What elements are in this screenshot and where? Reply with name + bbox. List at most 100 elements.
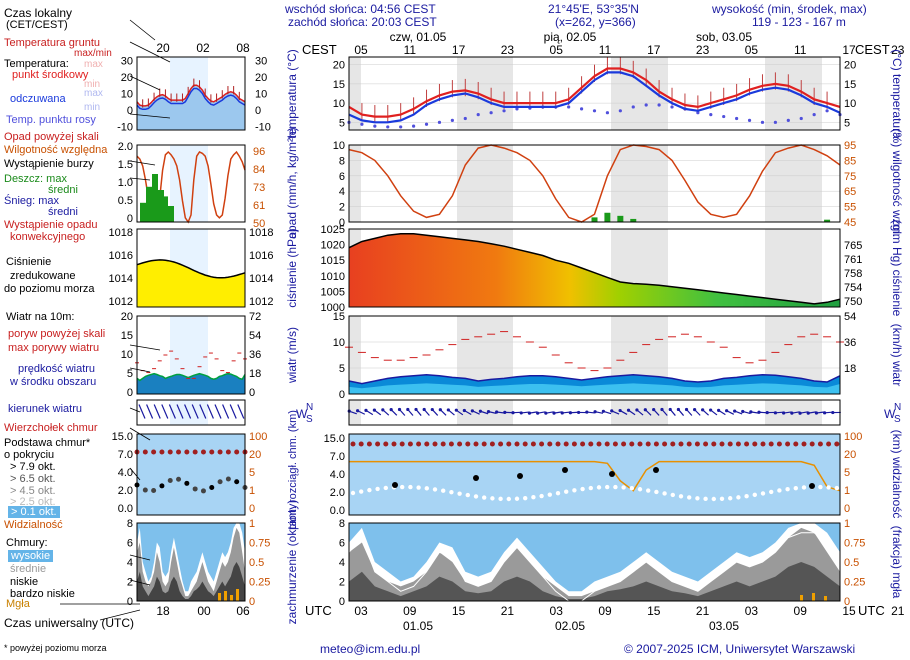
- mini-temp-tick-left-10: 10: [121, 89, 133, 101]
- cloud-base-dot-37: [654, 489, 659, 495]
- pressure-tick-right-0: 765: [844, 240, 862, 252]
- legend-pointer-11: [129, 554, 151, 561]
- legend-pointer-7: [129, 367, 151, 373]
- legend-cloud-vlow: bardzo niskie: [10, 588, 75, 600]
- dew-point-20: [605, 111, 610, 115]
- mini-cloud-base-6: [184, 480, 190, 486]
- wind-arrowhead-4: [381, 408, 385, 412]
- rain-bar-22: [630, 218, 637, 222]
- dew-point-4: [399, 125, 403, 129]
- mini-temp-area: [137, 85, 245, 130]
- temp-tick-left-15: 15: [333, 79, 345, 91]
- cloud-base-dot-2: [367, 487, 372, 493]
- compass-s-right: S: [894, 414, 901, 425]
- humidity-tick-right-85: 85: [844, 155, 856, 167]
- wind-ylabel-right: (km/h) wiatr: [890, 324, 904, 387]
- cloud-top-dot-49: [752, 441, 758, 447]
- mini-humidity-tick-3: 61: [253, 200, 265, 212]
- mini-cloudbase-left-4: 0.0: [118, 503, 133, 515]
- legend-pointer-3: [129, 113, 171, 119]
- mini-cloud-base-10: [217, 479, 223, 485]
- wind-arrowhead-40: [676, 407, 681, 412]
- pressure-tick-left-1005: 1005: [321, 286, 345, 298]
- legend-snow-mid: średni: [48, 206, 78, 218]
- legend-temp-mid: punkt środkowy: [12, 69, 89, 81]
- mini-cloud-low: [137, 562, 245, 601]
- wind-arrowhead-2: [364, 408, 368, 412]
- dew-point-22: [631, 105, 635, 109]
- cloud-top-dot-16: [481, 441, 487, 447]
- mini-temp-tick-left-0: 0: [127, 105, 133, 117]
- cloud-base-dot-6: [400, 484, 405, 490]
- mini-wind-arrow-11: [222, 404, 230, 419]
- dew-point-24: [657, 103, 661, 107]
- cloud-base-dot-30: [596, 485, 602, 490]
- main-panel-frame-6: [348, 522, 841, 602]
- cloudbase-ylabel-left: pion. rozciągł. chm. (km): [287, 410, 299, 530]
- wind-arrowhead-14: [462, 408, 466, 413]
- legend-felt: odczuwana: [10, 93, 66, 105]
- pressure-tick-right-4: 750: [844, 296, 862, 308]
- dew-point-37: [825, 109, 829, 113]
- precip-tick-left-4: 4: [339, 186, 345, 198]
- mini-pressure-left-0: 1018: [109, 227, 133, 239]
- mini-hour-top-1: 02: [196, 41, 210, 55]
- dew-point-17: [567, 105, 571, 109]
- main-panel-frame-0: [348, 56, 841, 131]
- mini-rain-bar-0: [140, 202, 146, 222]
- main-panel-frame-1: [348, 144, 841, 223]
- dew-point-11: [489, 111, 493, 115]
- wind-arrowhead-7: [406, 407, 410, 412]
- pressure-tick-right-3: 754: [844, 282, 862, 294]
- legend-pointer-2: [129, 75, 161, 91]
- day-top-2: sob, 03.05: [696, 30, 752, 44]
- legend-temperature: Temperatura:: [4, 58, 69, 70]
- legend-pointer-14: [99, 609, 141, 621]
- mini-hour-bottom-0: 18: [156, 604, 170, 618]
- temp-ylabel-left: temperatura (°C): [285, 49, 299, 139]
- cloud-base-dot-10: [432, 487, 438, 492]
- rain-bar-21: [617, 215, 624, 222]
- cloud-base-dot-57: [818, 484, 823, 490]
- wind-arrowhead-23: [536, 411, 540, 415]
- precip-tick-left-2: 2: [339, 202, 345, 214]
- pressure-tick-right-1: 761: [844, 254, 862, 266]
- mini-wind-right-4: 0: [249, 387, 255, 399]
- cloud-base-dense-6: [809, 483, 815, 489]
- cloudcover-tick-left-8: 8: [339, 518, 345, 530]
- mini-visibility-right-1: 20: [249, 449, 261, 461]
- cloud-base-dot-9: [424, 486, 429, 491]
- wind-arrowhead-38: [660, 407, 664, 412]
- legend-pointer-8: [129, 407, 141, 413]
- mini-cloud-base-2: [151, 487, 157, 493]
- mini-rain-bar-2: [152, 174, 158, 222]
- hour-top-9: 11: [794, 43, 807, 57]
- cloud-top-dot-23: [539, 441, 545, 447]
- dew-point-28: [709, 113, 713, 117]
- temp-tick-right-15: 15: [844, 79, 856, 91]
- wind-arrowhead-12: [446, 408, 450, 412]
- cloud-base-dot-20: [514, 496, 520, 501]
- mini-panel-frame-6: [136, 522, 246, 602]
- legend-temp-min: min: [84, 79, 101, 90]
- wind-arrowhead-43: [701, 408, 705, 412]
- compass-w-right: W: [884, 407, 896, 421]
- cloud-top-dot-8: [416, 441, 422, 447]
- wind-arrowhead-17: [486, 410, 491, 414]
- mini-hour-top-2: 08: [236, 41, 250, 55]
- wind-arrowhead-51: [765, 410, 769, 415]
- main-panel-frame-2: [348, 228, 841, 308]
- footer-email[interactable]: meteo@icm.edu.pl: [320, 642, 421, 656]
- cloud-base-dot-44: [711, 496, 716, 502]
- precip-ylabel-left: opad (mm/h, kg/m²h): [285, 127, 299, 238]
- legend-temp-max: max: [84, 59, 103, 70]
- hour-bottom-10: 15: [842, 604, 856, 618]
- mini-cloud-mid: [137, 527, 245, 601]
- wind-tick-right-2: 18: [844, 363, 856, 375]
- mini-visibility-right-0: 100: [249, 431, 267, 443]
- dew-point-21: [618, 109, 622, 113]
- legend-pointer-5: [129, 177, 151, 181]
- rain-bar-19: [591, 217, 598, 222]
- visibility-line: [349, 460, 841, 492]
- legend-ground-temp: Temperatura gruntu: [4, 37, 100, 49]
